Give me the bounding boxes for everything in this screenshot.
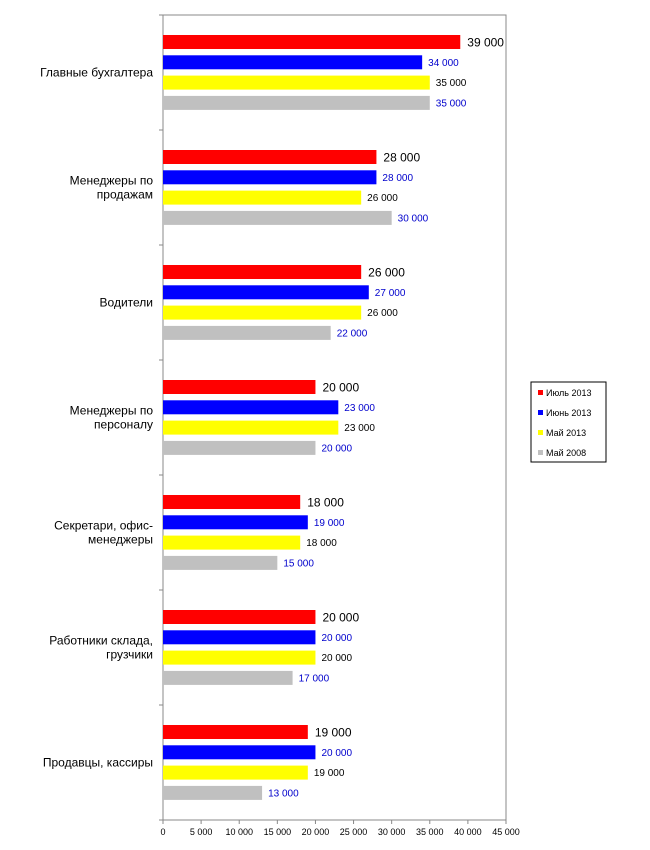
plot-frame xyxy=(162,14,507,821)
data-label: 20 000 xyxy=(321,653,352,664)
data-label: 30 000 xyxy=(398,213,429,224)
category-label: Продавцы, кассиры xyxy=(43,756,153,770)
legend-swatch xyxy=(538,410,543,415)
bar xyxy=(163,265,362,279)
bar xyxy=(163,325,331,340)
bar xyxy=(163,785,263,800)
data-label: 35 000 xyxy=(436,78,467,89)
bar xyxy=(163,725,308,739)
data-label: 26 000 xyxy=(367,308,398,319)
bar xyxy=(163,670,293,685)
bar xyxy=(163,170,377,185)
data-label: 26 000 xyxy=(367,193,398,204)
x-tick-label: 20 000 xyxy=(302,827,330,837)
data-label: 13 000 xyxy=(268,788,299,799)
legend-label: Июнь 2013 xyxy=(546,408,591,418)
category-label: продажам xyxy=(97,188,153,202)
legend-label: Май 2013 xyxy=(546,428,586,438)
bars xyxy=(163,35,461,800)
bar xyxy=(163,380,316,394)
bar xyxy=(163,210,392,225)
legend-label: Май 2008 xyxy=(546,448,586,458)
bar xyxy=(163,495,301,509)
x-tick-label: 40 000 xyxy=(454,827,482,837)
bar xyxy=(163,35,461,49)
data-label: 20 000 xyxy=(322,611,359,625)
data-label: 17 000 xyxy=(299,673,330,684)
bar xyxy=(163,745,316,760)
data-label: 39 000 xyxy=(467,36,504,50)
data-label: 18 000 xyxy=(307,496,344,510)
legend-box xyxy=(530,381,607,463)
bar xyxy=(163,190,362,205)
category-label: Главные бухгалтера xyxy=(40,66,153,80)
bar xyxy=(163,610,316,624)
data-label: 20 000 xyxy=(321,633,352,644)
data-label: 35 000 xyxy=(436,98,467,109)
data-label: 20 000 xyxy=(321,443,352,454)
legend-swatch xyxy=(538,450,543,455)
data-label: 18 000 xyxy=(306,538,337,549)
x-tick-label: 35 000 xyxy=(416,827,444,837)
x-tick-label: 25 000 xyxy=(340,827,368,837)
data-label: 28 000 xyxy=(382,173,413,184)
data-label: 28 000 xyxy=(383,151,420,165)
data-label: 20 000 xyxy=(321,748,352,759)
bar xyxy=(163,440,316,455)
legend-label: Июль 2013 xyxy=(546,388,591,398)
legend-swatch xyxy=(538,430,543,435)
data-labels: 39 000 28 000 26 000 20 000 18 000 20 000 19 0… xyxy=(268,36,504,800)
category-label: Менеджеры по xyxy=(70,404,154,418)
bar xyxy=(163,285,369,300)
legend: Июль 2013 Июнь 2013 Май 2013 Май 2008 xyxy=(530,381,607,463)
data-label: 34 000 xyxy=(428,58,459,69)
data-label: 20 000 xyxy=(322,381,359,395)
bar xyxy=(163,305,362,320)
legend-swatch xyxy=(538,390,543,395)
bar xyxy=(163,95,430,110)
data-label: 26 000 xyxy=(368,266,405,280)
bar xyxy=(163,555,278,570)
bar xyxy=(163,630,316,645)
data-label: 23 000 xyxy=(344,423,375,434)
x-tick-label: 10 000 xyxy=(225,827,253,837)
data-label: 22 000 xyxy=(337,328,368,339)
x-tick-label: 5 000 xyxy=(190,827,213,837)
data-label: 19 000 xyxy=(314,768,345,779)
category-label: Работники склада, xyxy=(49,634,153,648)
category-label: Водители xyxy=(100,296,153,310)
data-label: 19 000 xyxy=(314,518,345,529)
bar xyxy=(163,515,308,530)
data-label: 27 000 xyxy=(375,288,406,299)
bar xyxy=(163,765,308,780)
category-label: Секретари, офис- xyxy=(54,519,153,533)
x-tick-label: 30 000 xyxy=(378,827,406,837)
data-label: 23 000 xyxy=(344,403,375,414)
bar xyxy=(163,75,430,90)
x-tick-label: 15 000 xyxy=(264,827,292,837)
bar xyxy=(163,420,339,435)
x-axis: 0 5 000 10 000 15 000 20 000 25 000 30 000 35 0… xyxy=(160,820,520,837)
x-tick-label: 45 000 xyxy=(492,827,520,837)
bar xyxy=(163,650,316,665)
category-label: персоналу xyxy=(94,418,153,432)
category-label: грузчики xyxy=(106,648,153,662)
bar xyxy=(163,150,377,164)
data-label: 15 000 xyxy=(283,558,314,569)
bar xyxy=(163,535,301,550)
category-label: менеджеры xyxy=(88,533,153,547)
x-tick-label: 0 xyxy=(160,827,165,837)
plot-area xyxy=(162,14,507,821)
bar xyxy=(163,400,339,415)
bar xyxy=(163,55,423,70)
category-label: Менеджеры по xyxy=(70,174,154,188)
data-label: 19 000 xyxy=(315,726,352,740)
